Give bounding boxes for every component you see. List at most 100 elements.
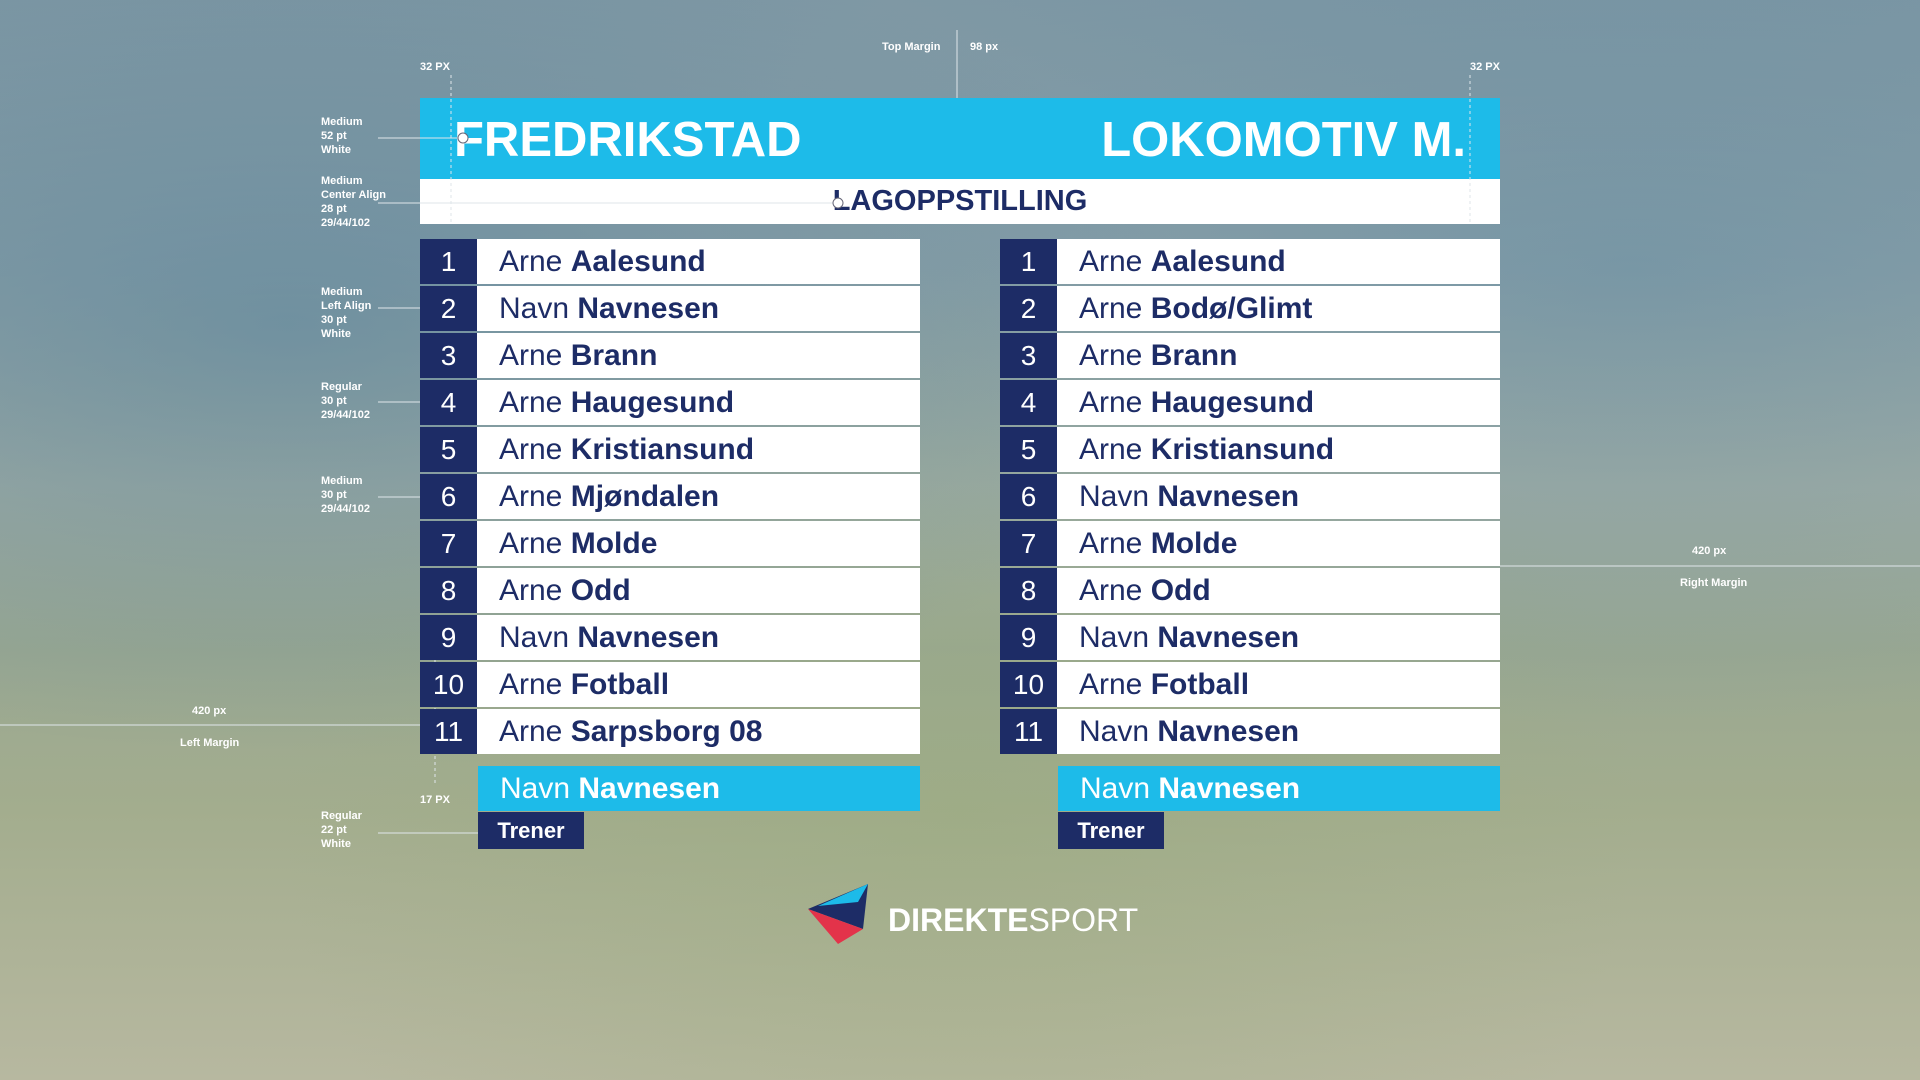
annotation-line: 98 px — [970, 41, 999, 53]
player-row: 10 Arne Fotball — [1000, 662, 1500, 707]
player-name: Navn Navnesen — [477, 615, 920, 660]
annotation-line: White — [321, 144, 351, 156]
header-bar: FREDRIKSTAD LOKOMOTIV M. — [420, 98, 1500, 179]
logo-shape — [818, 884, 868, 906]
annotation-line: 420 px — [1692, 545, 1727, 557]
annotation-line: 30 pt — [321, 395, 347, 407]
dot — [457, 132, 469, 144]
first-name: Arne — [499, 339, 563, 372]
player-number: 10 — [1000, 662, 1057, 707]
player-number: 2 — [420, 286, 477, 331]
annotation: Right Margin — [1680, 576, 1747, 590]
player-row: 2 Arne Bodø/Glimt — [1000, 286, 1500, 331]
player-name: Arne Haugesund — [1057, 380, 1500, 425]
annotation-line: 29/44/102 — [321, 217, 370, 229]
player-name: Arne Odd — [1057, 568, 1500, 613]
player-name: Navn Navnesen — [477, 286, 920, 331]
annotation: 420 px — [1692, 544, 1726, 558]
first-name: Arne — [1079, 574, 1143, 607]
guide-lines — [0, 30, 1920, 834]
annotation-line: Regular — [321, 381, 362, 393]
annotation: Medium 30 pt 29/44/102 — [321, 474, 370, 516]
annotation: 98 px — [970, 40, 998, 54]
player-number: 5 — [1000, 427, 1057, 472]
dot — [832, 197, 844, 209]
player-number: 7 — [420, 521, 477, 566]
player-name: Arne Odd — [477, 568, 920, 613]
player-name: Arne Aalesund — [1057, 239, 1500, 284]
last-name: Aalesund — [1150, 245, 1286, 278]
player-number: 11 — [1000, 709, 1057, 754]
logo-bold: DIREKTE — [888, 902, 1029, 938]
last-name: Molde — [570, 527, 658, 560]
annotation-line: 29/44/102 — [321, 409, 370, 421]
annotation-line: Medium — [321, 286, 363, 298]
player-row: 6 Arne Mjøndalen — [420, 474, 920, 519]
player-number: 7 — [1000, 521, 1057, 566]
annotation: Regular 22 pt White — [321, 809, 362, 851]
coach-last: Navnesen — [1158, 772, 1301, 805]
player-row: 1 Arne Aalesund — [1000, 239, 1500, 284]
annotation-line: Left Margin — [180, 737, 240, 749]
last-name: Haugesund — [570, 386, 735, 419]
annotation-line: 22 pt — [321, 824, 347, 836]
player-number: 6 — [420, 474, 477, 519]
annotation-line: 30 pt — [321, 489, 347, 501]
annotation: 32 PX — [1470, 60, 1500, 74]
player-row: 4 Arne Haugesund — [420, 380, 920, 425]
player-row: 11 Arne Sarpsborg 08 — [420, 709, 920, 754]
first-name: Navn — [499, 621, 570, 654]
player-name: Navn Navnesen — [1057, 615, 1500, 660]
player-row: 10 Arne Fotball — [420, 662, 920, 707]
coach-bar: Navn Navnesen — [478, 766, 920, 811]
first-name: Arne — [499, 715, 563, 748]
annotation-line: Regular — [321, 810, 362, 822]
annotation-line: 420 px — [192, 705, 227, 717]
coach-last: Navnesen — [578, 772, 721, 805]
annotation-line: Left Align — [321, 300, 372, 312]
annotation-line: Medium — [321, 116, 363, 128]
player-name: Navn Navnesen — [1057, 474, 1500, 519]
annotation-line: Top Margin — [882, 41, 941, 53]
first-name: Navn — [1079, 621, 1150, 654]
home-team: FREDRIKSTAD — [454, 113, 802, 167]
lineup-title: LAGOPPSTILLING — [420, 179, 1500, 224]
annotation-line: 17 PX — [420, 794, 450, 806]
annotation: 420 px — [192, 704, 226, 718]
player-name: Navn Navnesen — [1057, 709, 1500, 754]
player-name: Arne Molde — [1057, 521, 1500, 566]
player-row: 5 Arne Kristiansund — [420, 427, 920, 472]
player-name: Arne Kristiansund — [477, 427, 920, 472]
last-name: Molde — [1150, 527, 1238, 560]
player-name: Arne Fotball — [1057, 662, 1500, 707]
first-name: Navn — [1079, 715, 1150, 748]
first-name: Arne — [499, 668, 563, 701]
first-name: Arne — [1079, 339, 1143, 372]
player-row: 2 Navn Navnesen — [420, 286, 920, 331]
logo-mark — [808, 884, 868, 944]
player-name: Arne Brann — [477, 333, 920, 378]
annotation: Medium 52 pt White — [321, 115, 363, 157]
last-name: Odd — [570, 574, 631, 607]
coach-role: Trener — [478, 812, 584, 849]
coach-bar: Navn Navnesen — [1058, 766, 1500, 811]
player-number: 3 — [420, 333, 477, 378]
away-team: LOKOMOTIV M. — [1101, 113, 1466, 167]
player-name: Arne Sarpsborg 08 — [477, 709, 920, 754]
player-row: 3 Arne Brann — [1000, 333, 1500, 378]
player-row: 8 Arne Odd — [1000, 568, 1500, 613]
last-name: Fotball — [570, 668, 670, 701]
annotation: Left Margin — [180, 736, 239, 750]
last-name: Kristiansund — [1150, 433, 1335, 466]
annotation-line: 30 pt — [321, 314, 347, 326]
player-name: Arne Aalesund — [477, 239, 920, 284]
player-number: 9 — [420, 615, 477, 660]
logo-light: SPORT — [1028, 902, 1139, 938]
first-name: Arne — [1079, 386, 1143, 419]
last-name: Haugesund — [1150, 386, 1315, 419]
player-row: 9 Navn Navnesen — [1000, 615, 1500, 660]
first-name: Navn — [1079, 480, 1150, 513]
player-number: 2 — [1000, 286, 1057, 331]
player-row: 7 Arne Molde — [420, 521, 920, 566]
